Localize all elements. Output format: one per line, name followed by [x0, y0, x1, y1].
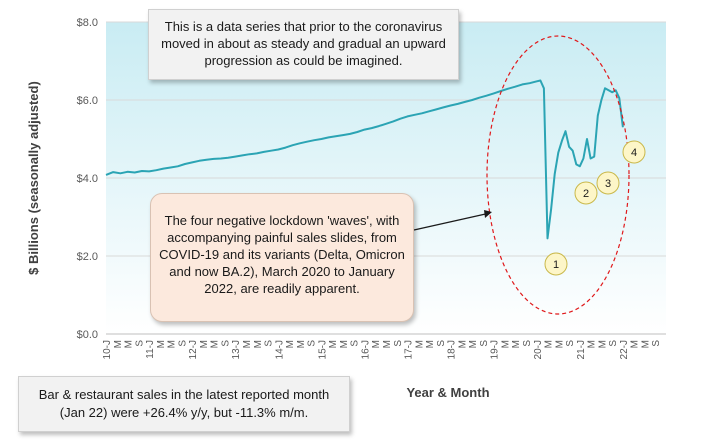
x-tick-label: S [220, 340, 231, 347]
series-line [105, 79, 624, 240]
x-tick-label: 20-J [533, 340, 544, 359]
annotation-latest-month: Bar & restaurant sales in the latest rep… [18, 376, 350, 432]
y-tick-labels: $0.0 $2.0 $4.0 $6.0 $8.0 [77, 17, 98, 341]
wave-marker-label: 1 [553, 259, 559, 271]
x-axis-label: Year & Month [406, 385, 489, 400]
x-tick-label: S [134, 340, 145, 347]
y-tick-label: $6.0 [77, 95, 98, 107]
x-tick-label: M [371, 340, 382, 348]
x-tick-label: M [285, 340, 296, 348]
x-tick-label: M [468, 340, 479, 348]
y-tick-label: $8.0 [77, 17, 98, 29]
wave-marker-label: 3 [605, 178, 611, 190]
x-tick-label: S [608, 340, 619, 347]
wave-marker [574, 181, 598, 205]
x-tick-label: M [500, 340, 511, 348]
x-tick-label: S [350, 340, 361, 347]
x-tick-label: M [414, 340, 425, 348]
wave-marker-label: 4 [631, 147, 637, 159]
x-tick-label: M [597, 340, 608, 348]
x-tick-labels: 10-J M M S 11-J M M S 12-J M M S 13-J M M S 14-J M M S 15-J M… [102, 340, 662, 360]
x-tick-label: 12-J [188, 340, 199, 359]
x-tick-label: S [651, 340, 662, 347]
y-tick-label: $0.0 [77, 329, 98, 341]
x-tick-label: M [554, 340, 565, 348]
covid-period-highlight [486, 35, 630, 315]
wave-marker [544, 252, 568, 276]
x-tick-label: 18-J [447, 340, 458, 359]
x-tick-label: M [544, 340, 555, 348]
x-tick-label: S [479, 340, 490, 347]
x-tick-label: S [307, 340, 318, 347]
x-tick-label: 21-J [576, 340, 587, 359]
wave-marker [622, 140, 646, 164]
x-tick-label: M [457, 340, 468, 348]
x-tick-label: S [565, 340, 576, 347]
y-tick-label: $2.0 [77, 251, 98, 263]
series-layer [105, 79, 624, 240]
x-tick-label: M [328, 340, 339, 348]
callout-arrowhead [484, 210, 492, 218]
annotation-lockdown-waves: The four negative lockdown 'waves', with… [150, 193, 414, 322]
x-tick-label: M [156, 340, 167, 348]
wave-marker [596, 171, 620, 195]
wave-markers: 1 2 3 4 [544, 140, 646, 276]
x-tick-label: M [296, 340, 307, 348]
callout-arrow [413, 212, 491, 231]
x-tick-label: M [253, 340, 264, 348]
x-tick-label: 10-J [102, 340, 113, 359]
x-tick-label: M [587, 340, 598, 348]
x-tick-label: M [382, 340, 393, 348]
x-tick-label: M [339, 340, 350, 348]
x-tick-label: M [113, 340, 124, 348]
x-tick-label: M [242, 340, 253, 348]
x-tick-label: S [177, 340, 188, 347]
x-tick-label: M [210, 340, 221, 348]
x-tick-label: M [630, 340, 641, 348]
x-tick-label: S [522, 340, 533, 347]
x-tick-label: M [640, 340, 651, 348]
x-tick-label: M [425, 340, 436, 348]
x-tick-label: S [264, 340, 275, 347]
x-tick-label: 17-J [404, 340, 415, 359]
x-tick-label: 11-J [145, 340, 156, 359]
x-tick-label: 22-J [619, 340, 630, 359]
x-tick-label: M [124, 340, 135, 348]
x-tick-label: 15-J [317, 340, 328, 359]
x-tick-label: M [167, 340, 178, 348]
wave-marker-label: 2 [583, 188, 589, 200]
x-tick-label: 19-J [490, 340, 501, 359]
annotation-pre-covid: This is a data series that prior to the … [148, 9, 459, 80]
x-tick-label: 13-J [231, 340, 242, 359]
x-tick-label: S [436, 340, 447, 347]
x-tick-label: 14-J [274, 340, 285, 359]
y-axis-label: $ Billions (seasonally adjusted) [26, 81, 41, 275]
x-tick-label: M [511, 340, 522, 348]
x-tick-label: M [199, 340, 210, 348]
x-tick-label: 16-J [360, 340, 371, 359]
y-tick-label: $4.0 [77, 173, 98, 185]
x-tick-label: S [393, 340, 404, 347]
